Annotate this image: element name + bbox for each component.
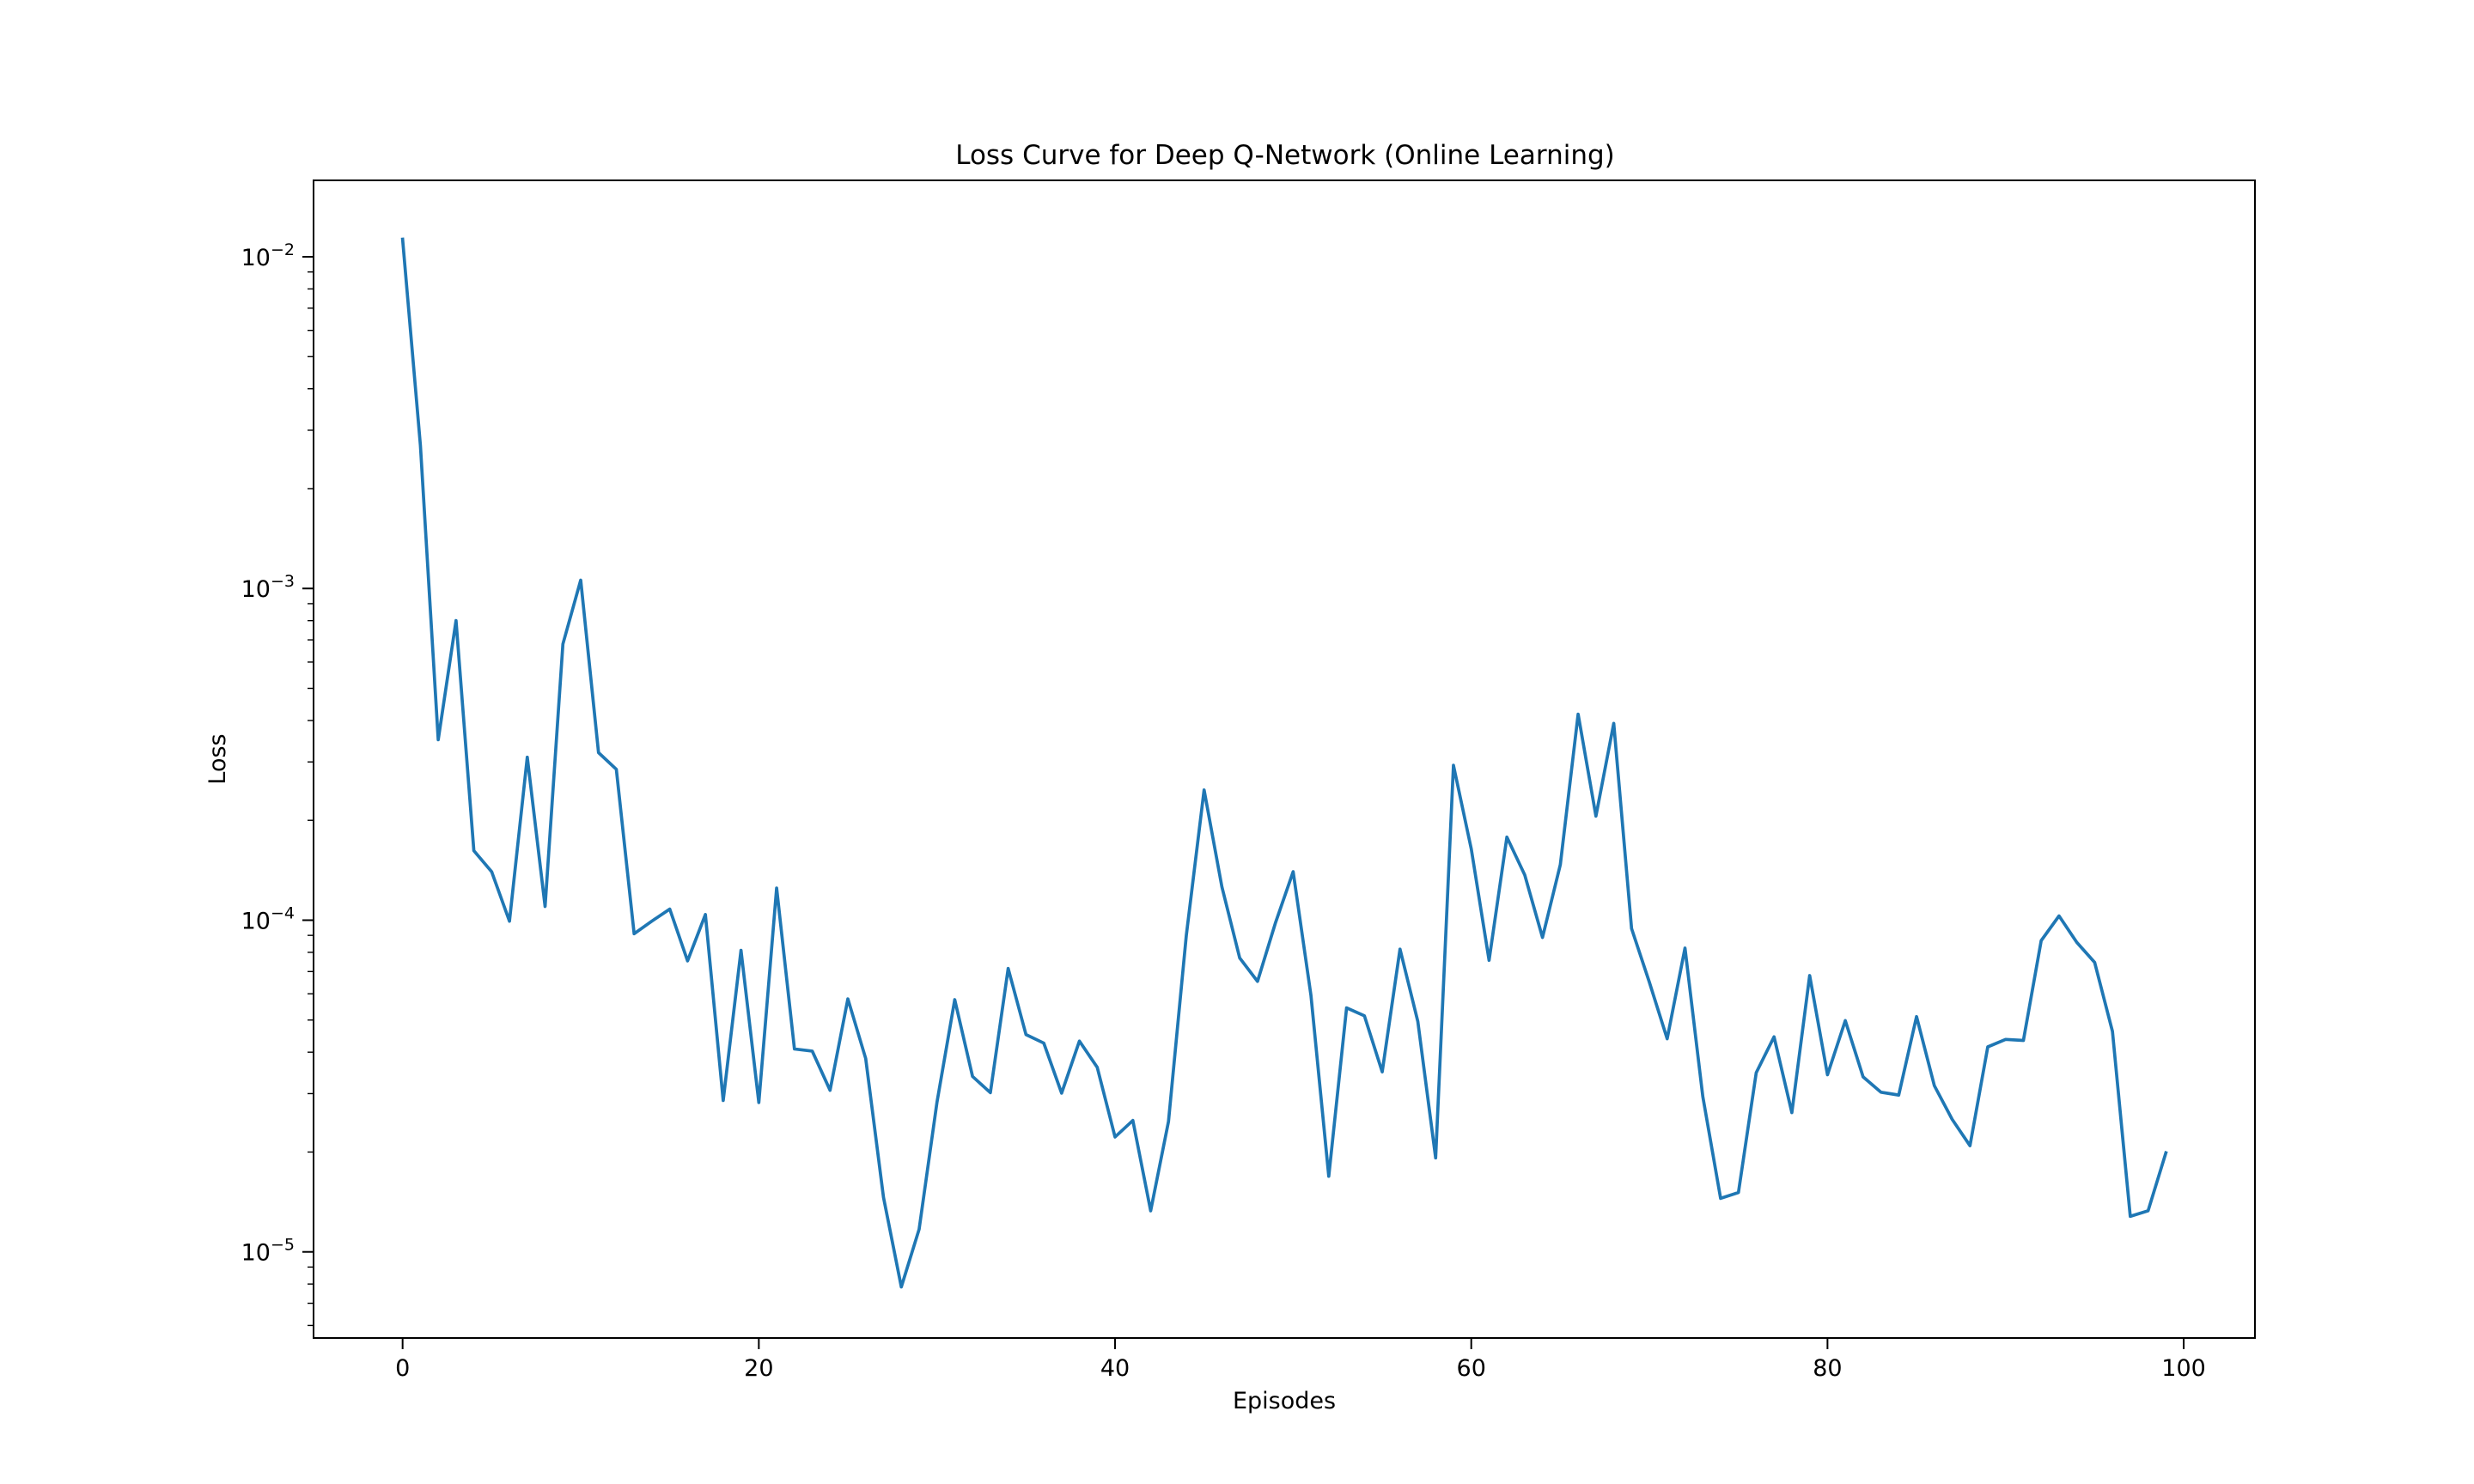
y-tick-label: 10−3	[241, 572, 295, 603]
y-tick-label: 10−4	[241, 903, 295, 934]
y-axis-label: Loss	[204, 733, 231, 784]
x-axis-label: Episodes	[1233, 1388, 1336, 1414]
x-tick-label: 20	[744, 1355, 773, 1382]
x-tick-label: 0	[395, 1355, 410, 1382]
chart-title: Loss Curve for Deep Q-Network (Online Le…	[955, 140, 1615, 171]
plot-area	[400, 237, 2168, 1289]
y-axis-ticks: 10−2 10−3 10−4 10−5	[241, 240, 314, 1327]
x-axis-ticks: 0 20 40 60 80 100	[395, 1338, 2206, 1382]
x-tick-label: 40	[1100, 1355, 1130, 1382]
y-tick-label: 10−5	[241, 1236, 295, 1267]
axes-frame	[313, 179, 2256, 1339]
y-tick-label: 10−2	[241, 240, 295, 271]
x-tick-label: 80	[1813, 1355, 1842, 1382]
x-tick-label: 100	[2161, 1355, 2206, 1382]
series-line	[400, 237, 2168, 1289]
x-tick-label: 60	[1457, 1355, 1486, 1382]
